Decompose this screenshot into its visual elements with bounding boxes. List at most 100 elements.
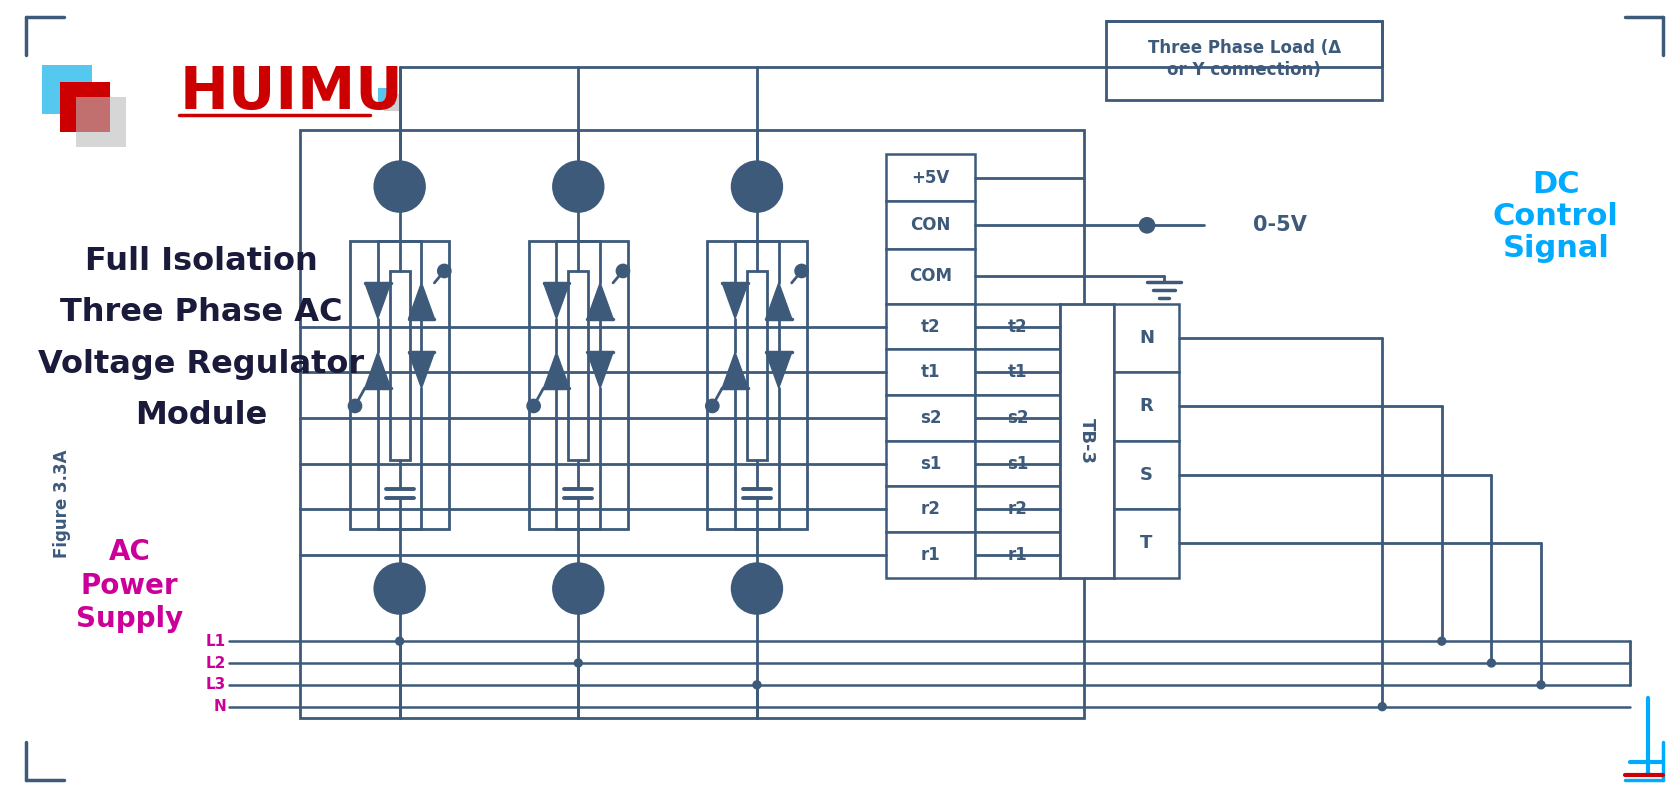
Circle shape <box>753 681 761 689</box>
Text: t2: t2 <box>1008 317 1028 336</box>
Text: W: W <box>746 177 768 196</box>
Bar <box>1114 441 1179 509</box>
Bar <box>300 130 1085 717</box>
Text: Three Phase Load (Δ: Three Phase Load (Δ <box>1147 38 1342 57</box>
Text: COM: COM <box>909 268 953 285</box>
Polygon shape <box>543 352 570 388</box>
Bar <box>885 154 976 202</box>
Text: S: S <box>1140 466 1154 484</box>
Bar <box>1114 372 1179 441</box>
Polygon shape <box>366 283 391 319</box>
Bar <box>350 241 449 529</box>
Text: Supply: Supply <box>75 606 183 634</box>
Polygon shape <box>766 283 792 319</box>
Text: Full Isolation: Full Isolation <box>86 245 317 277</box>
Text: T: T <box>750 579 763 598</box>
Polygon shape <box>766 352 792 388</box>
Circle shape <box>733 162 781 211</box>
Bar <box>976 304 1060 349</box>
Bar <box>976 532 1060 578</box>
Text: r2: r2 <box>921 501 941 518</box>
Bar <box>976 486 1060 532</box>
Circle shape <box>1378 703 1387 711</box>
Text: N: N <box>1139 329 1154 347</box>
Circle shape <box>733 563 781 614</box>
Circle shape <box>349 400 361 412</box>
Circle shape <box>1437 637 1446 645</box>
Bar <box>885 304 976 349</box>
Bar <box>976 349 1060 395</box>
Polygon shape <box>587 283 614 319</box>
Circle shape <box>706 400 718 412</box>
Bar <box>976 395 1060 441</box>
Text: s2: s2 <box>1006 409 1028 427</box>
Circle shape <box>795 265 808 277</box>
Text: N: N <box>213 699 226 714</box>
Text: TB-3: TB-3 <box>1078 418 1097 464</box>
Circle shape <box>1538 681 1545 689</box>
Polygon shape <box>587 352 614 388</box>
Bar <box>377 88 394 105</box>
Text: +5V: +5V <box>912 169 949 186</box>
Text: s1: s1 <box>1006 454 1028 473</box>
Bar <box>885 532 976 578</box>
Text: r1: r1 <box>1008 546 1028 563</box>
Bar <box>60 82 109 132</box>
Text: CON: CON <box>911 216 951 234</box>
Bar <box>885 441 976 486</box>
Circle shape <box>574 659 582 667</box>
Text: Figure 3.3A: Figure 3.3A <box>54 450 70 559</box>
Text: Control: Control <box>1493 202 1618 231</box>
Text: L2: L2 <box>206 655 226 670</box>
Text: 0-5V: 0-5V <box>1253 215 1306 235</box>
Text: s1: s1 <box>921 454 941 473</box>
Text: s2: s2 <box>921 409 941 427</box>
Text: L1: L1 <box>206 634 226 649</box>
Bar <box>389 271 409 460</box>
Text: Three Phase AC: Three Phase AC <box>60 297 342 328</box>
Circle shape <box>528 400 540 412</box>
Circle shape <box>1487 659 1496 667</box>
Text: t2: t2 <box>921 317 941 336</box>
Polygon shape <box>409 283 434 319</box>
Bar <box>746 271 766 460</box>
Bar <box>1107 21 1382 100</box>
Text: R: R <box>1140 398 1154 415</box>
Bar <box>384 94 401 111</box>
Text: S: S <box>572 579 585 598</box>
Polygon shape <box>366 352 391 388</box>
Bar <box>885 395 976 441</box>
Bar <box>885 249 976 304</box>
Text: T: T <box>1140 535 1152 552</box>
Circle shape <box>1140 218 1154 232</box>
Circle shape <box>617 265 629 277</box>
Polygon shape <box>543 283 570 319</box>
Text: AC: AC <box>109 538 151 566</box>
Text: t1: t1 <box>1008 363 1028 381</box>
Text: t1: t1 <box>921 363 941 381</box>
Circle shape <box>376 162 424 211</box>
Polygon shape <box>723 283 748 319</box>
Text: L3: L3 <box>206 677 226 693</box>
Text: R: R <box>392 579 408 598</box>
Text: DC: DC <box>1533 170 1580 199</box>
Bar <box>1114 304 1179 372</box>
Circle shape <box>438 265 449 277</box>
Bar <box>1060 304 1114 578</box>
Circle shape <box>376 563 424 614</box>
Bar <box>708 241 807 529</box>
Circle shape <box>396 637 404 645</box>
Text: HUIMU: HUIMU <box>179 64 402 121</box>
Bar <box>885 202 976 249</box>
Text: Module: Module <box>136 400 267 431</box>
Text: r2: r2 <box>1008 501 1028 518</box>
Text: V: V <box>570 177 585 196</box>
Text: r1: r1 <box>921 546 941 563</box>
Polygon shape <box>723 352 748 388</box>
Text: or Υ connection): or Υ connection) <box>1167 61 1321 80</box>
Text: U: U <box>392 177 408 196</box>
Bar <box>528 241 627 529</box>
Bar <box>42 65 92 114</box>
Bar <box>885 349 976 395</box>
Text: Voltage Regulator: Voltage Regulator <box>39 349 364 379</box>
